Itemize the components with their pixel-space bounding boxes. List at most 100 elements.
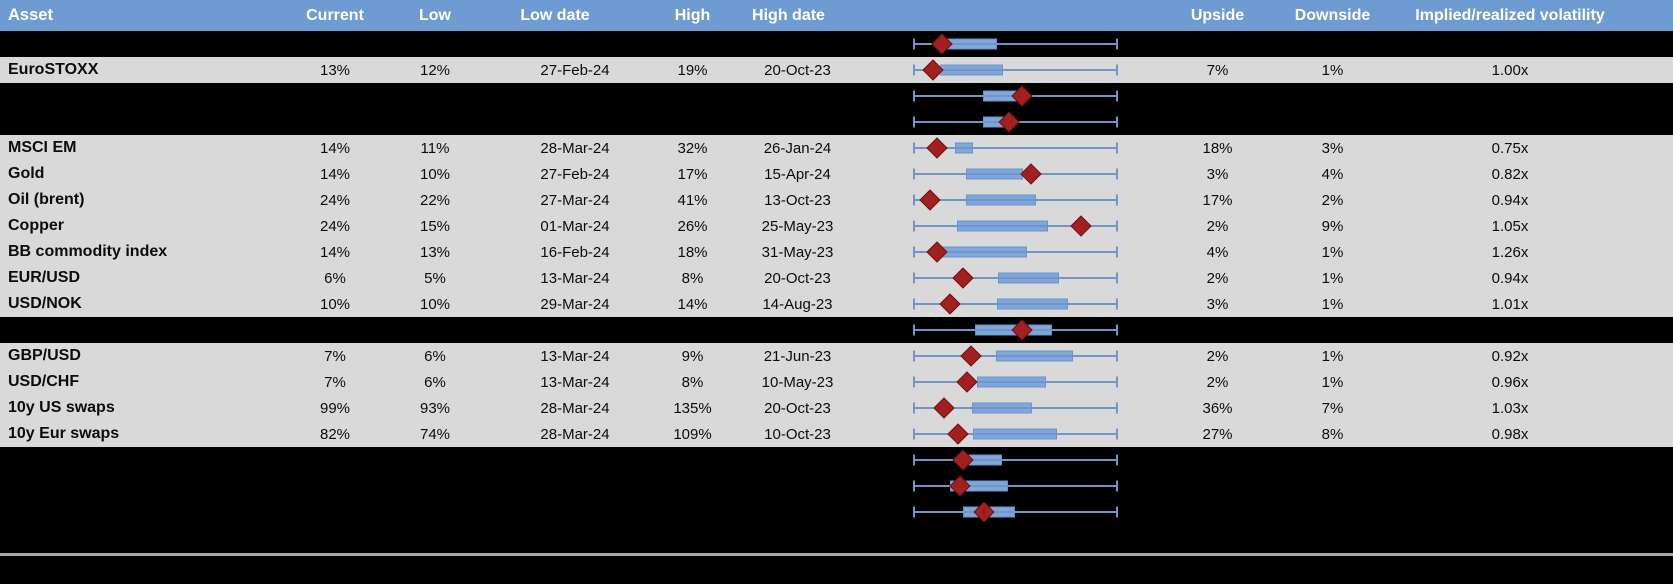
cell-implied_realized_vol: 1.00x xyxy=(1491,61,1529,79)
cell-low_date: 27-Feb-24 xyxy=(540,61,610,79)
hidden-row xyxy=(0,447,1673,473)
cell-low_date: 28-Mar-24 xyxy=(540,139,610,157)
cell-implied_realized_vol: 0.94x xyxy=(1491,191,1529,209)
cell-implied_realized_vol: 0.98x xyxy=(1491,425,1529,443)
whisker-cap-right xyxy=(1116,116,1119,128)
whisker-line xyxy=(912,173,1119,175)
cell-downside: 7% xyxy=(1321,399,1344,417)
cell-downside: 1% xyxy=(1321,347,1344,365)
cell-asset: USD/NOK xyxy=(8,295,82,312)
cell-implied_realized_vol: 0.92x xyxy=(1491,347,1529,365)
whisker-line xyxy=(912,381,1119,383)
cell-downside: 1% xyxy=(1321,61,1344,79)
current-marker-diamond xyxy=(956,371,978,393)
cell-asset: 10y Eur swaps xyxy=(8,425,120,442)
current-marker-diamond xyxy=(947,423,969,445)
hidden-rows-area xyxy=(0,525,1673,553)
cell-asset: USD/CHF xyxy=(8,373,80,390)
whisker-cap-right xyxy=(1116,272,1119,284)
cell-asset: MSCI EM xyxy=(8,139,77,156)
cell-upside: 3% xyxy=(1206,295,1229,313)
current-marker-diamond xyxy=(952,267,974,289)
boxplot-cell xyxy=(870,239,1145,265)
whisker-cap-left xyxy=(912,90,915,102)
range-boxplot xyxy=(912,109,1119,135)
cell-high_date: 31-May-23 xyxy=(761,243,834,261)
whisker-cap-left xyxy=(912,64,915,76)
cell-low_date: 28-Mar-24 xyxy=(540,399,610,417)
cell-high_date: 20-Oct-23 xyxy=(764,269,831,287)
cell-upside: 27% xyxy=(1202,425,1233,443)
cell-high_date: 10-May-23 xyxy=(761,373,834,391)
hidden-row xyxy=(0,473,1673,499)
cell-low: 5% xyxy=(424,269,446,287)
cell-implied_realized_vol: 0.96x xyxy=(1491,373,1529,391)
cell-upside: 18% xyxy=(1202,139,1233,157)
cell-upside: 17% xyxy=(1202,191,1233,209)
cell-low: 12% xyxy=(419,61,451,79)
boxplot-cell xyxy=(870,57,1145,83)
range-boxplot xyxy=(912,317,1119,343)
cell-high: 109% xyxy=(673,425,712,443)
current-marker-diamond xyxy=(952,449,974,471)
cell-current: 82% xyxy=(319,425,351,443)
cell-low: 93% xyxy=(419,399,451,417)
boxplot-cell xyxy=(870,395,1145,421)
current-marker-diamond xyxy=(1070,215,1092,237)
whisker-cap-right xyxy=(1116,324,1119,336)
cell-low_date: 13-Mar-24 xyxy=(540,373,610,391)
whisker-line xyxy=(912,303,1119,305)
whisker-line xyxy=(912,355,1119,357)
boxplot-cell xyxy=(870,343,1145,369)
cell-current: 6% xyxy=(324,269,346,287)
whisker-line xyxy=(912,485,1119,487)
whisker-line xyxy=(912,511,1119,513)
current-marker-diamond xyxy=(1011,85,1033,107)
cell-low_date: 13-Mar-24 xyxy=(540,269,610,287)
whisker-cap-left xyxy=(912,272,915,284)
cell-downside: 1% xyxy=(1321,295,1344,313)
range-boxplot xyxy=(912,135,1119,161)
boxplot-cell xyxy=(870,83,1145,109)
cell-high_date: 20-Oct-23 xyxy=(764,399,831,417)
whisker-cap-left xyxy=(912,402,915,414)
cell-low: 13% xyxy=(419,243,451,261)
cell-downside: 9% xyxy=(1321,217,1344,235)
cell-low_date: 28-Mar-24 xyxy=(540,425,610,443)
cell-implied_realized_vol: 1.05x xyxy=(1491,217,1529,235)
boxplot-cell xyxy=(870,213,1145,239)
cell-asset: Copper xyxy=(8,217,64,234)
cell-asset: Oil (brent) xyxy=(8,191,85,208)
cell-low: 6% xyxy=(424,347,446,365)
range-boxplot xyxy=(912,291,1119,317)
boxplot-cell xyxy=(870,109,1145,135)
boxplot-cell xyxy=(870,265,1145,291)
header-low: Low xyxy=(419,6,451,24)
cell-downside: 1% xyxy=(1321,269,1344,287)
whisker-cap-right xyxy=(1116,220,1119,232)
whisker-cap-left xyxy=(912,324,915,336)
table-row: EuroSTOXX 13% 12% 27-Feb-24 19% 20-Oct-23 7% 1%… xyxy=(0,57,1673,83)
hidden-row xyxy=(0,317,1673,343)
current-marker-diamond xyxy=(933,397,955,419)
cell-high: 9% xyxy=(681,347,704,365)
header-downside: Downside xyxy=(1294,6,1371,24)
cell-high: 14% xyxy=(677,295,708,313)
header-high: High xyxy=(674,6,711,24)
cell-upside: 3% xyxy=(1206,165,1229,183)
whisker-cap-right xyxy=(1116,402,1119,414)
cell-downside: 4% xyxy=(1321,165,1344,183)
range-boxplot xyxy=(912,447,1119,473)
boxplot-cell xyxy=(870,499,1145,525)
whisker-cap-right xyxy=(1116,298,1119,310)
range-boxplot xyxy=(912,239,1119,265)
range-boxplot xyxy=(912,395,1119,421)
whisker-line xyxy=(912,225,1119,227)
table-row: Copper 24% 15% 01-Mar-24 26% 25-May-23 2% 9% 1.0… xyxy=(0,213,1673,239)
table-row: 10y US swaps 99% 93% 28-Mar-24 135% 20-Oct-23… xyxy=(0,395,1673,421)
cell-high: 19% xyxy=(677,61,708,79)
whisker-cap-left xyxy=(912,454,915,466)
whisker-cap-left xyxy=(912,350,915,362)
boxplot-cell xyxy=(870,291,1145,317)
whisker-cap-left xyxy=(912,480,915,492)
